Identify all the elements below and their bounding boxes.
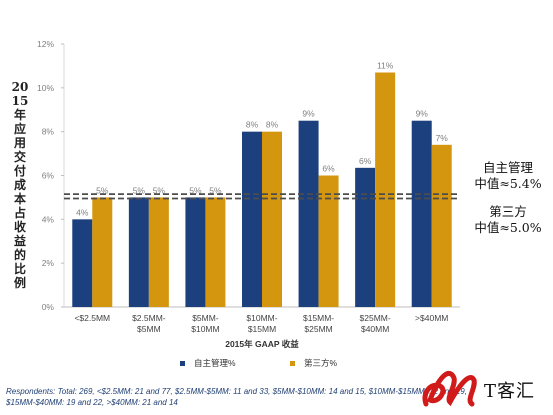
- y-tick-label: 2%: [42, 258, 55, 268]
- x-tick-label: $10MM-$15MM: [246, 313, 277, 334]
- x-tick-label: $5MM-$10MM: [191, 313, 219, 334]
- bar-data-label: 11%: [377, 60, 394, 70]
- bar-data-label: 8%: [246, 120, 259, 130]
- self-managed-median-note: 自主管理 中值≈5.4%: [466, 160, 550, 192]
- logo-swirl-icon: [422, 371, 477, 407]
- y-tick-label: 10%: [37, 83, 54, 93]
- legend-label-third: 第三方%: [304, 358, 338, 368]
- x-tick-label: <$2.5MM: [74, 313, 110, 323]
- legend: 自主管理% 第三方%: [180, 358, 338, 368]
- self-managed-note-title: 自主管理: [482, 160, 533, 175]
- legend-swatch-third: [290, 361, 295, 366]
- bars: [72, 72, 452, 307]
- y-axis-label: 2015年应用交付成本占收益的比例: [11, 80, 29, 290]
- bar: [205, 197, 226, 307]
- third-party-note-title: 第三方: [489, 204, 527, 219]
- bar-data-label: 5%: [96, 185, 109, 195]
- x-axis-label: 2015年 GAAP 收益: [225, 339, 299, 349]
- logo-text: T客汇: [484, 381, 536, 402]
- bar: [72, 219, 93, 307]
- bar: [375, 72, 396, 307]
- x-tick-label: $2.5MM-$5MM: [132, 313, 166, 334]
- bar: [318, 175, 339, 307]
- third-party-median-note: 第三方 中值≈5.0%: [466, 204, 550, 236]
- bar: [242, 131, 262, 307]
- y-tick-label: 12%: [37, 39, 54, 49]
- y-tick-label: 6%: [42, 171, 55, 181]
- bar-data-label: 5%: [153, 185, 166, 195]
- bar: [185, 197, 206, 307]
- bar-data-label: 9%: [416, 109, 429, 119]
- bar-data-label: 9%: [302, 109, 315, 119]
- bar-data-label: 5%: [133, 185, 146, 195]
- x-axis-ticks: <$2.5MM $2.5MM-$5MM $5MM-$10MM $10MM-$15MM $…: [74, 313, 448, 334]
- respondents-footnote: Respondents: Total: 269, <$2.5MM: 21 and…: [6, 387, 467, 407]
- bar: [298, 120, 319, 307]
- bar-data-label: 6%: [359, 156, 372, 166]
- y-tick-label: 8%: [42, 127, 55, 137]
- bar: [262, 131, 282, 307]
- bar: [411, 120, 432, 307]
- bar: [431, 144, 452, 307]
- y-tick-label: 4%: [42, 214, 55, 224]
- bar-data-label: 7%: [436, 133, 449, 143]
- legend-label-self: 自主管理%: [194, 358, 236, 368]
- bar-labels: 4% 5% 5% 5% 5% 5% 8% 8% 9% 6% 6% 11% 9% 7%: [76, 60, 448, 217]
- bar-data-label: 5%: [189, 185, 202, 195]
- third-party-note-value: 中值≈5.0%: [474, 220, 542, 235]
- bar: [148, 197, 169, 307]
- y-tick-label: 0%: [42, 302, 55, 312]
- bar: [128, 197, 149, 307]
- reference-lines: [64, 193, 460, 200]
- legend-swatch-self: [180, 361, 185, 366]
- x-tick-label: >$40MM: [415, 313, 448, 323]
- self-managed-note-value: 中值≈5.4%: [474, 176, 542, 191]
- bar-data-label: 8%: [266, 120, 279, 130]
- bar: [92, 197, 113, 307]
- bar-data-label: 6%: [322, 164, 335, 174]
- bar: [355, 167, 376, 307]
- bar-data-label: 4%: [76, 207, 89, 217]
- x-tick-label: $15MM-$25MM: [303, 313, 334, 334]
- x-tick-label: $25MM-$40MM: [360, 313, 391, 334]
- bar-data-label: 5%: [209, 185, 222, 195]
